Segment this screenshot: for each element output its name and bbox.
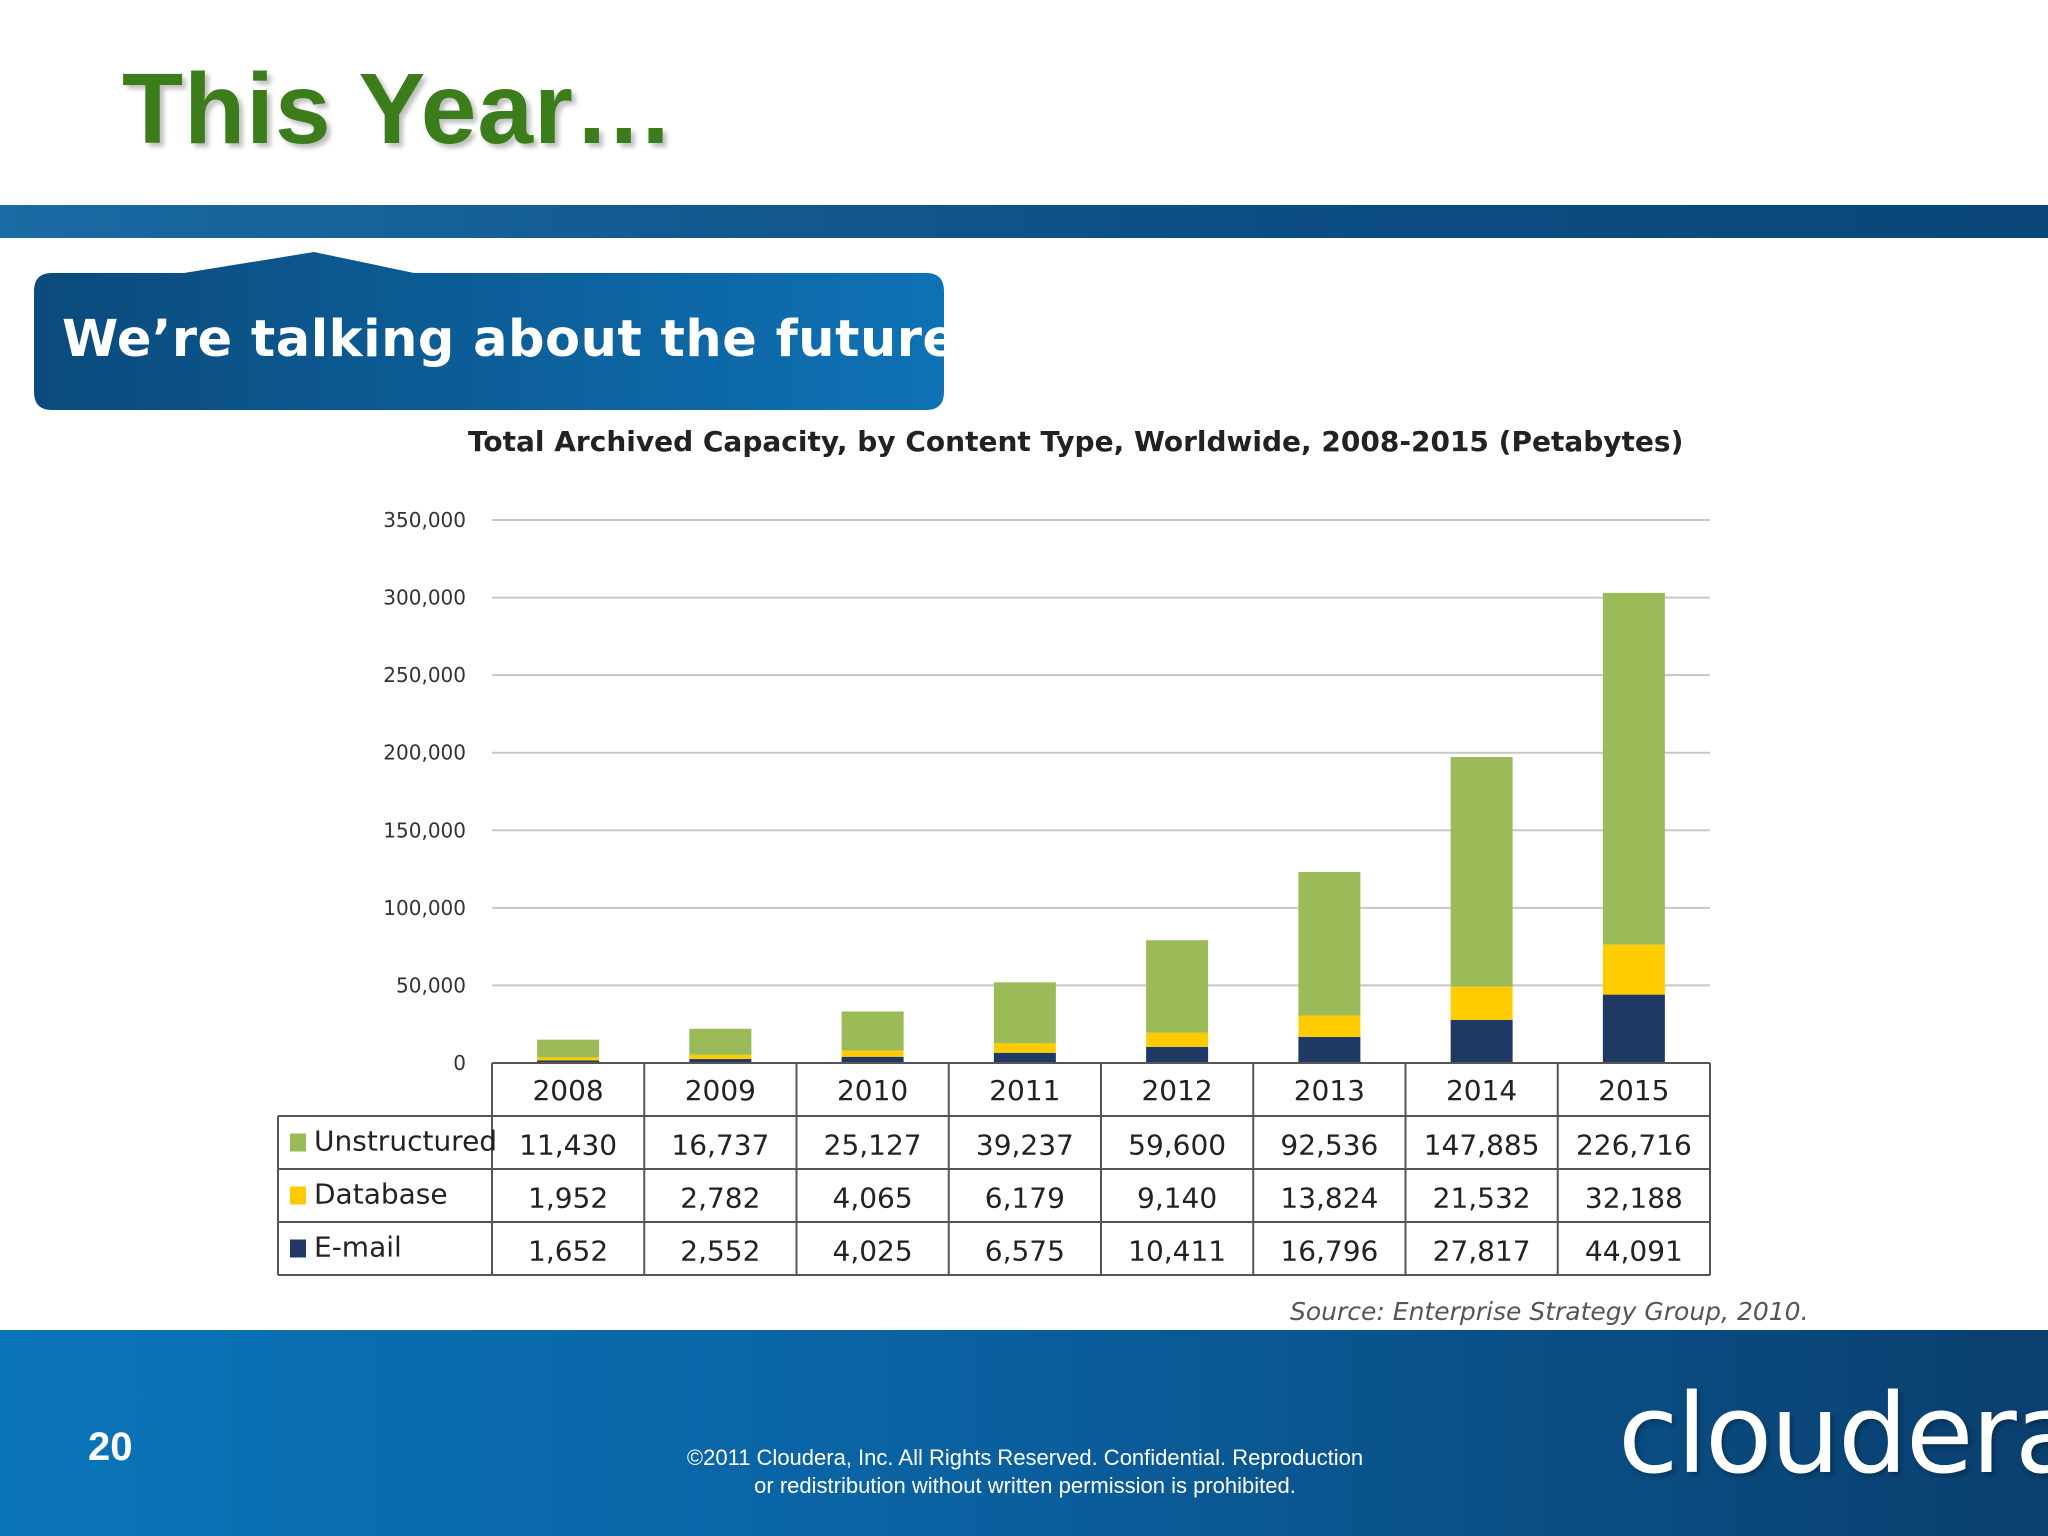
bar-segment <box>1146 1032 1209 1047</box>
stacked-bar-chart: 0 50,000 100,000 150,000 200,000 250,000 300,0… <box>277 508 1711 1276</box>
x-tick-label: 2012 <box>1141 1074 1212 1107</box>
y-tick-label: 150,000 <box>383 818 466 842</box>
slide-title: This Year… <box>122 53 675 165</box>
data-label: 13,824 <box>1280 1182 1378 1215</box>
header-bar <box>0 205 2048 238</box>
copyright-notice: ©2011 Cloudera, Inc. All Rights Reserved… <box>686 1445 1364 1498</box>
bar-segment <box>1602 994 1665 1063</box>
y-tick-label: 300,000 <box>383 586 466 610</box>
x-tick-label: 2013 <box>1294 1074 1365 1107</box>
data-label: 16,737 <box>671 1129 769 1162</box>
bar-segment <box>1298 1015 1361 1037</box>
bar-segment <box>537 1039 600 1058</box>
data-label: 39,237 <box>976 1129 1074 1162</box>
bar-segment <box>841 1011 904 1051</box>
data-label: 2,552 <box>680 1235 760 1268</box>
data-label: 59,600 <box>1128 1129 1226 1162</box>
data-label: 16,796 <box>1280 1235 1378 1268</box>
bar-segment <box>841 1056 904 1063</box>
data-label: 25,127 <box>824 1129 922 1162</box>
bar-segment <box>1450 986 1513 1020</box>
data-label: 4,065 <box>833 1182 913 1215</box>
bar-segment <box>993 982 1056 1044</box>
callout-text: We’re talking about the future. <box>62 310 978 369</box>
data-label: 10,411 <box>1128 1235 1226 1268</box>
data-label: 6,575 <box>985 1235 1065 1268</box>
x-tick-label: 2015 <box>1598 1074 1669 1107</box>
data-label: 1,952 <box>528 1182 608 1215</box>
data-label: 11,430 <box>519 1129 617 1162</box>
callout-shape <box>34 252 944 410</box>
bar-segment <box>1298 1036 1361 1063</box>
y-tick-label: 100,000 <box>383 896 466 920</box>
bar-segment <box>1146 1046 1209 1063</box>
data-label: 4,025 <box>833 1235 913 1268</box>
bar-segment <box>537 1060 600 1063</box>
x-tick-label: 2014 <box>1446 1074 1517 1107</box>
data-label: 226,716 <box>1576 1129 1692 1162</box>
data-label: 44,091 <box>1585 1235 1683 1268</box>
bar-segment <box>1146 940 1209 1033</box>
data-label: 9,140 <box>1137 1182 1217 1215</box>
data-label: 1,652 <box>528 1235 608 1268</box>
data-label: 6,179 <box>985 1182 1065 1215</box>
data-label: 21,532 <box>1433 1182 1531 1215</box>
x-tick-label: 2008 <box>532 1074 603 1107</box>
x-tick-label: 2009 <box>685 1074 756 1107</box>
y-tick-label: 250,000 <box>383 663 466 687</box>
source-note: Source: Enterprise Strategy Group, 2010. <box>1290 1297 1809 1326</box>
cloudera-logo: cloudera <box>1618 1370 2048 1498</box>
y-tick-label: 50,000 <box>396 973 466 997</box>
x-tick-label: 2011 <box>989 1074 1060 1107</box>
y-tick-label: 200,000 <box>383 741 466 765</box>
bar-segment <box>537 1057 600 1061</box>
bar-segment <box>841 1050 904 1057</box>
legend-swatch <box>290 1133 306 1152</box>
page-number: 20 <box>88 1425 133 1469</box>
callout-box: We’re talking about the future. <box>34 252 977 410</box>
bar-segment <box>1602 592 1665 945</box>
legend-label: Database <box>314 1178 448 1211</box>
bar-segment <box>1450 1019 1513 1063</box>
bar-segment <box>689 1059 752 1063</box>
data-label: 92,536 <box>1280 1129 1378 1162</box>
footer-bar <box>0 1330 2048 1536</box>
legend-swatch <box>290 1186 306 1205</box>
y-tick-label: 0 <box>453 1051 466 1075</box>
bar-segment <box>1602 944 1665 995</box>
legend-swatch <box>290 1239 306 1258</box>
chart-title: Total Archived Capacity, by Content Type… <box>468 425 1684 458</box>
y-tick-label: 350,000 <box>383 508 466 532</box>
legend-label: E-mail <box>314 1231 402 1264</box>
data-label: 27,817 <box>1433 1235 1531 1268</box>
bar-segment <box>1450 757 1513 987</box>
bar-segment <box>689 1028 752 1055</box>
bar-segment <box>993 1043 1056 1053</box>
data-label: 2,782 <box>680 1182 760 1215</box>
bar-segment <box>689 1054 752 1060</box>
bar-segment <box>993 1052 1056 1063</box>
data-label: 147,885 <box>1424 1129 1540 1162</box>
legend-label: Unstructured <box>314 1125 497 1158</box>
x-tick-label: 2010 <box>837 1074 908 1107</box>
data-label: 32,188 <box>1585 1182 1683 1215</box>
bar-segment <box>1298 871 1361 1016</box>
